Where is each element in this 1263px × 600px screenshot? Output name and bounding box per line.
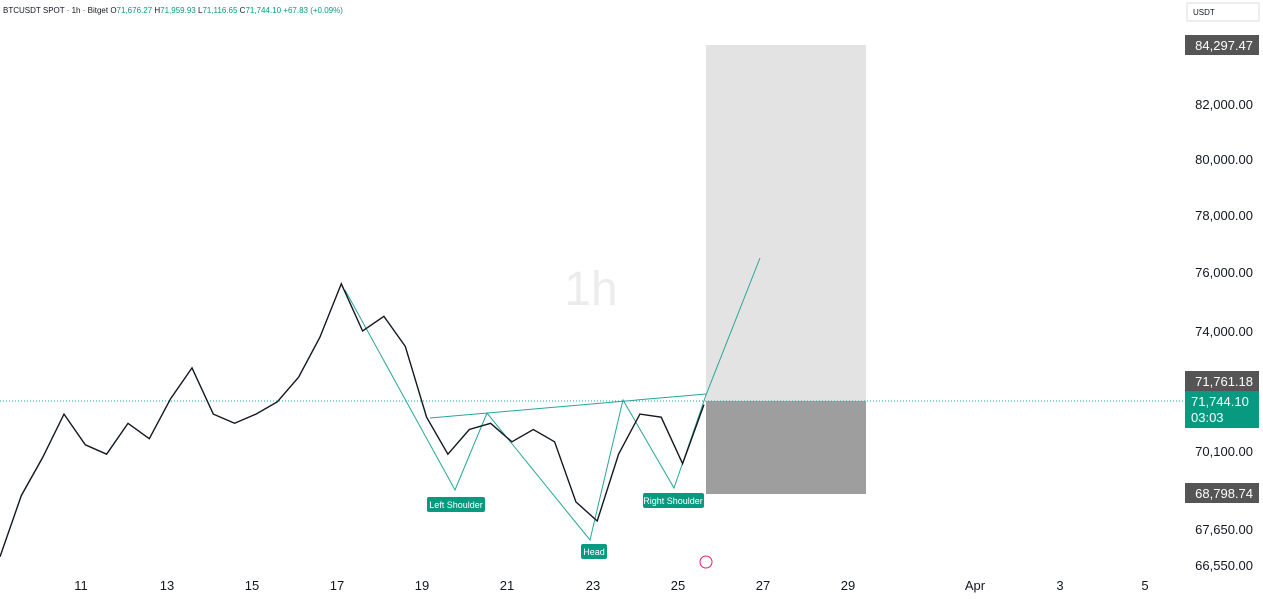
x-tick-label: 25: [671, 578, 685, 593]
header: BTCUSDT SPOT · 1h · Bitget O71,676.27 H7…: [3, 6, 343, 15]
head-label: Head: [583, 547, 605, 557]
last-tag: [1185, 391, 1259, 428]
x-tick-label: 5: [1141, 578, 1148, 593]
target-tag: [1185, 35, 1259, 55]
pattern-lines: [344, 257, 761, 542]
currency-button[interactable]: [1186, 2, 1260, 22]
entry-price: 71,761.18: [1195, 374, 1253, 389]
x-tick-label: 19: [415, 578, 429, 593]
x-tick-label: 21: [500, 578, 514, 593]
stop-zone: [706, 401, 866, 494]
x-tick-label: 3: [1056, 578, 1063, 593]
x-tick-label: 13: [160, 578, 174, 593]
y-tick-label: 70,100.00: [1195, 444, 1253, 459]
x-tick-label: 23: [586, 578, 600, 593]
right-shoulder-label: Right Shoulder: [643, 496, 703, 506]
left-shoulder-label: Left Shoulder: [429, 500, 483, 510]
y-tick-label: 76,000.00: [1195, 265, 1253, 280]
stop-price: 68,798.74: [1195, 486, 1253, 501]
x-tick-label: 15: [245, 578, 259, 593]
l-label: L: [198, 6, 203, 15]
open: 71,676.27: [117, 6, 153, 15]
o-label: O: [110, 6, 116, 15]
price-tags: 84,297.47 71,761.18 71,744.10 03:03 68,7…: [1185, 35, 1259, 503]
y-tick-label: 74,000.00: [1195, 324, 1253, 339]
x-tick-label: 11: [74, 578, 88, 593]
symbol: BTCUSDT SPOT · 1h · Bitget: [3, 6, 109, 15]
x-tick-label: 17: [330, 578, 344, 593]
y-tick-label: 67,650.00: [1195, 522, 1253, 537]
last-price: 71,744.10: [1191, 394, 1249, 409]
close: 71,744.10: [245, 6, 281, 15]
x-tick-label: 29: [841, 578, 855, 593]
currency: USDT: [1193, 8, 1215, 17]
change: +67.83 (+0.09%): [283, 6, 343, 15]
h-label: H: [154, 6, 160, 15]
y-tick-label: 82,000.00: [1195, 97, 1253, 112]
countdown: 03:03: [1191, 410, 1224, 425]
low: 71,116.65: [202, 6, 238, 15]
y-tick-label: 80,000.00: [1195, 152, 1253, 167]
y-tick-label: 66,550.00: [1195, 558, 1253, 573]
stop-tag: [1185, 483, 1259, 503]
y-tick-label: 78,000.00: [1195, 208, 1253, 223]
entry-tag: [1185, 371, 1259, 391]
high: 71,959.93: [160, 6, 196, 15]
alert-icon[interactable]: [699, 555, 713, 569]
pattern-labels: Left Shoulder Head Right Shoulder: [427, 493, 704, 559]
c-label: C: [240, 6, 246, 15]
target-price: 84,297.47: [1195, 38, 1253, 53]
price-line: [0, 282, 705, 558]
target-zone: [706, 45, 866, 401]
x-tick-label: Apr: [965, 578, 986, 593]
watermark: 1h: [564, 263, 617, 316]
x-tick-label: 27: [756, 578, 770, 593]
